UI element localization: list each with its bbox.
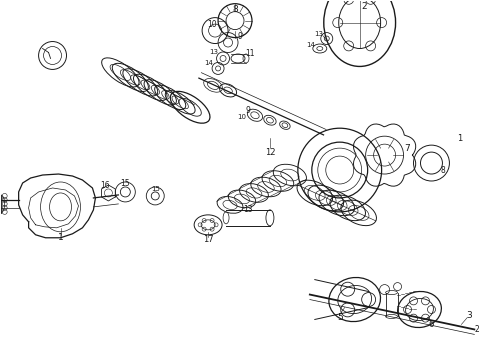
Text: 10: 10: [207, 20, 217, 29]
Text: 10: 10: [238, 114, 246, 120]
Text: 12: 12: [265, 148, 275, 157]
Text: 13: 13: [209, 49, 218, 55]
Text: 13: 13: [314, 31, 323, 37]
Text: 14: 14: [204, 60, 213, 67]
Text: 9: 9: [237, 32, 242, 41]
Text: 1: 1: [457, 134, 462, 143]
Text: 11: 11: [245, 49, 254, 58]
Text: 8: 8: [440, 166, 445, 175]
Text: 14: 14: [306, 41, 315, 48]
Text: 6: 6: [429, 320, 434, 329]
Text: 9: 9: [245, 106, 250, 115]
Text: 15: 15: [121, 180, 130, 189]
Text: 7: 7: [405, 144, 411, 153]
Text: 15: 15: [151, 186, 160, 192]
Text: 17: 17: [203, 235, 214, 244]
Text: 3: 3: [466, 311, 472, 320]
Text: 8: 8: [232, 5, 238, 14]
Text: 16: 16: [100, 181, 110, 190]
Text: 2: 2: [362, 2, 368, 11]
Text: 13: 13: [243, 206, 253, 215]
Text: 5: 5: [337, 313, 343, 322]
Text: 2: 2: [475, 325, 480, 334]
Text: 1: 1: [58, 233, 63, 242]
